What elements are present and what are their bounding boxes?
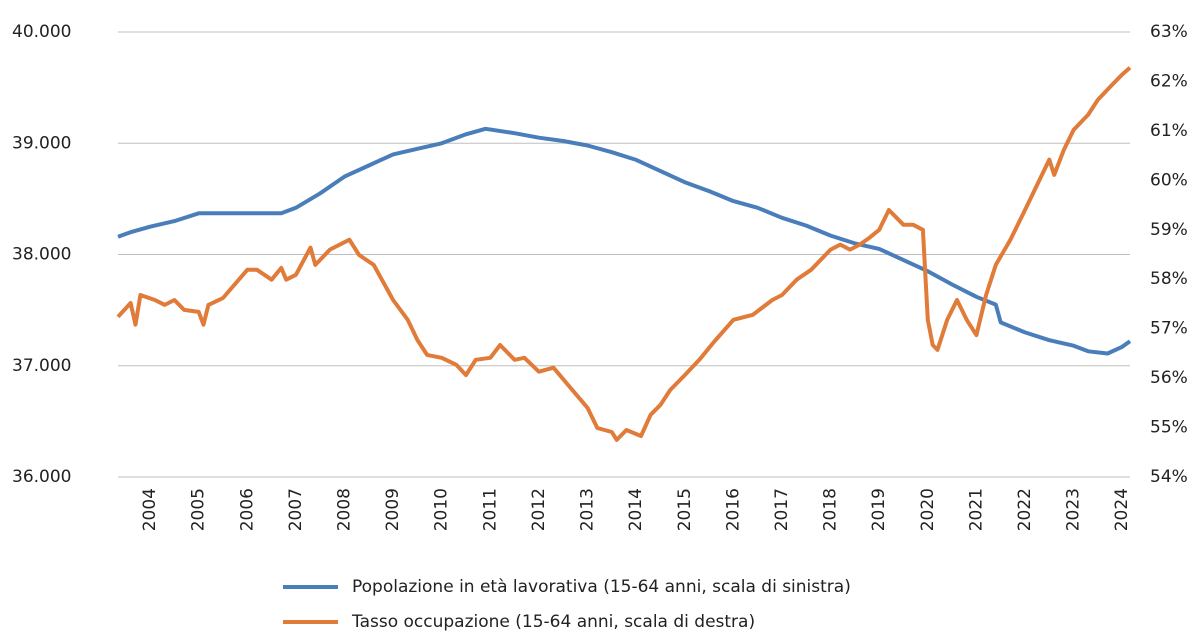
y-tick-label: 39.000	[12, 133, 71, 153]
x-tick-label: 2012	[529, 488, 549, 531]
x-tick-label: 2019	[869, 488, 889, 531]
y2-tick-label: 54%	[1150, 467, 1188, 487]
y2-tick-label: 63%	[1150, 22, 1188, 42]
x-tick-label: 2018	[821, 488, 841, 531]
legend-label: Tasso occupazione (15-64 anni, scala di …	[351, 612, 755, 632]
x-tick-label: 2006	[237, 488, 257, 531]
series-line	[116, 66, 1132, 442]
x-tick-label: 2004	[140, 488, 160, 531]
y-tick-label: 40.000	[12, 22, 71, 42]
x-tick-label: 2020	[918, 488, 938, 531]
x-tick-label: 2024	[1112, 488, 1132, 531]
x-tick-label: 2023	[1064, 488, 1084, 531]
x-tick-label: 2016	[723, 488, 743, 531]
series-line	[117, 126, 1132, 356]
x-tick-label: 2015	[675, 488, 695, 531]
y-tick-label: 38.000	[12, 245, 71, 265]
y-tick-label: 37.000	[12, 356, 71, 376]
y2-tick-label: 62%	[1150, 71, 1188, 91]
x-tick-label: 2022	[1015, 488, 1035, 531]
y2-tick-label: 59%	[1150, 220, 1188, 240]
x-tick-label: 2021	[966, 488, 986, 531]
y2-tick-label: 58%	[1150, 269, 1188, 289]
x-tick-label: 2008	[335, 488, 355, 531]
y2-tick-label: 55%	[1150, 418, 1188, 438]
x-tick-label: 2013	[578, 488, 598, 531]
y2-tick-label: 56%	[1150, 368, 1188, 388]
y2-tick-label: 57%	[1150, 319, 1188, 339]
x-tick-label: 2014	[626, 488, 646, 531]
x-tick-label: 2007	[286, 488, 306, 531]
legend-label: Popolazione in età lavorativa (15-64 ann…	[352, 577, 851, 597]
x-tick-label: 2017	[772, 488, 792, 531]
x-tick-label: 2010	[432, 488, 452, 531]
x-tick-label: 2009	[383, 488, 403, 531]
y2-tick-label: 60%	[1150, 170, 1188, 190]
x-tick-label: 2011	[480, 488, 500, 531]
y-tick-label: 36.000	[12, 467, 71, 487]
x-tick-label: 2005	[189, 488, 209, 531]
y2-tick-label: 61%	[1150, 121, 1188, 141]
